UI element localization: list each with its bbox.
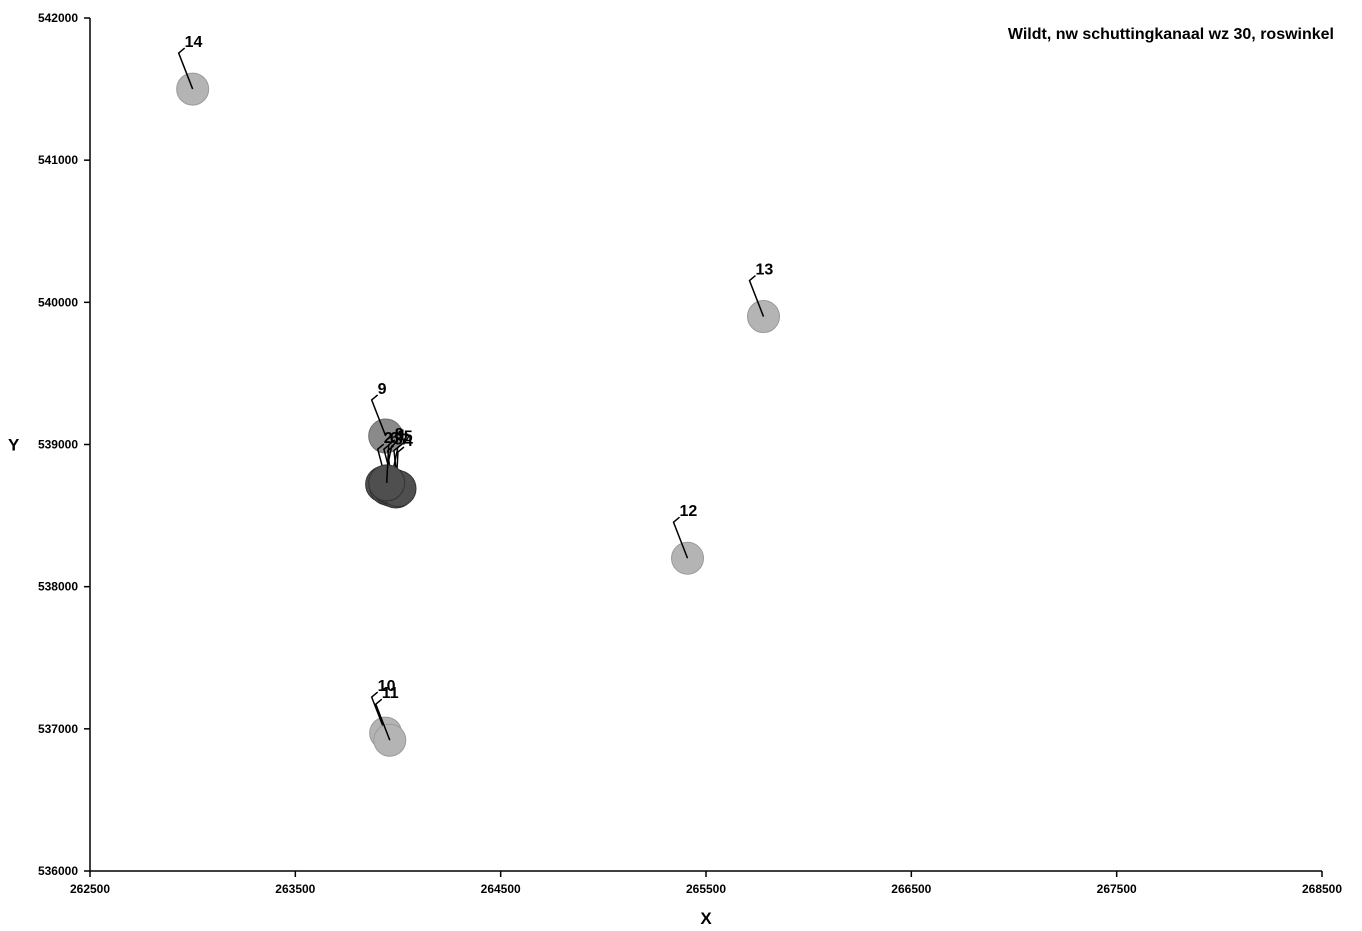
point-label: 12	[680, 503, 698, 520]
point-label: 7	[400, 432, 409, 449]
point-label: 3	[394, 432, 403, 449]
point-label: 11	[382, 685, 399, 702]
x-tick-label: 266500	[891, 882, 931, 896]
y-tick-label: 540000	[38, 295, 78, 309]
x-tick-label: 268500	[1302, 882, 1342, 896]
point-label: 5	[404, 429, 413, 446]
leader-line	[748, 274, 765, 317]
chart-title: Wildt, nw schuttingkanaal wz 30, roswink…	[1007, 26, 1334, 43]
x-tick-label: 267500	[1097, 882, 1137, 896]
leader-line	[374, 698, 391, 741]
y-tick-label: 536000	[38, 864, 78, 878]
leader-line	[385, 439, 396, 483]
y-tick-label: 538000	[38, 580, 78, 594]
x-tick-label: 264500	[481, 882, 521, 896]
x-tick-label: 265500	[686, 882, 726, 896]
y-tick-label: 539000	[38, 438, 78, 452]
x-axis-label: X	[700, 909, 712, 928]
leader-line	[177, 47, 194, 90]
point-label: 9	[378, 381, 387, 398]
leader-line	[370, 394, 387, 437]
y-tick-label: 537000	[38, 722, 78, 736]
leader-line	[672, 516, 689, 559]
point-label: 10	[378, 678, 396, 695]
y-tick-label: 541000	[38, 153, 78, 167]
x-tick-label: 263500	[275, 882, 315, 896]
x-tick-label: 262500	[70, 882, 110, 896]
axes: 262500 263500 264500 265500 266500 267500 2685…	[38, 11, 1342, 896]
point-label: 1	[398, 427, 407, 444]
leader-line	[370, 691, 387, 734]
y-tick-label: 542000	[38, 11, 78, 25]
y-axis-label: Y	[8, 436, 20, 455]
point-label: 6	[390, 430, 399, 447]
point-label: 2	[384, 430, 393, 447]
point-label: 14	[185, 34, 203, 51]
point-label: 8	[395, 426, 404, 443]
point-label: 4	[404, 433, 413, 450]
point-label: 13	[755, 262, 773, 279]
